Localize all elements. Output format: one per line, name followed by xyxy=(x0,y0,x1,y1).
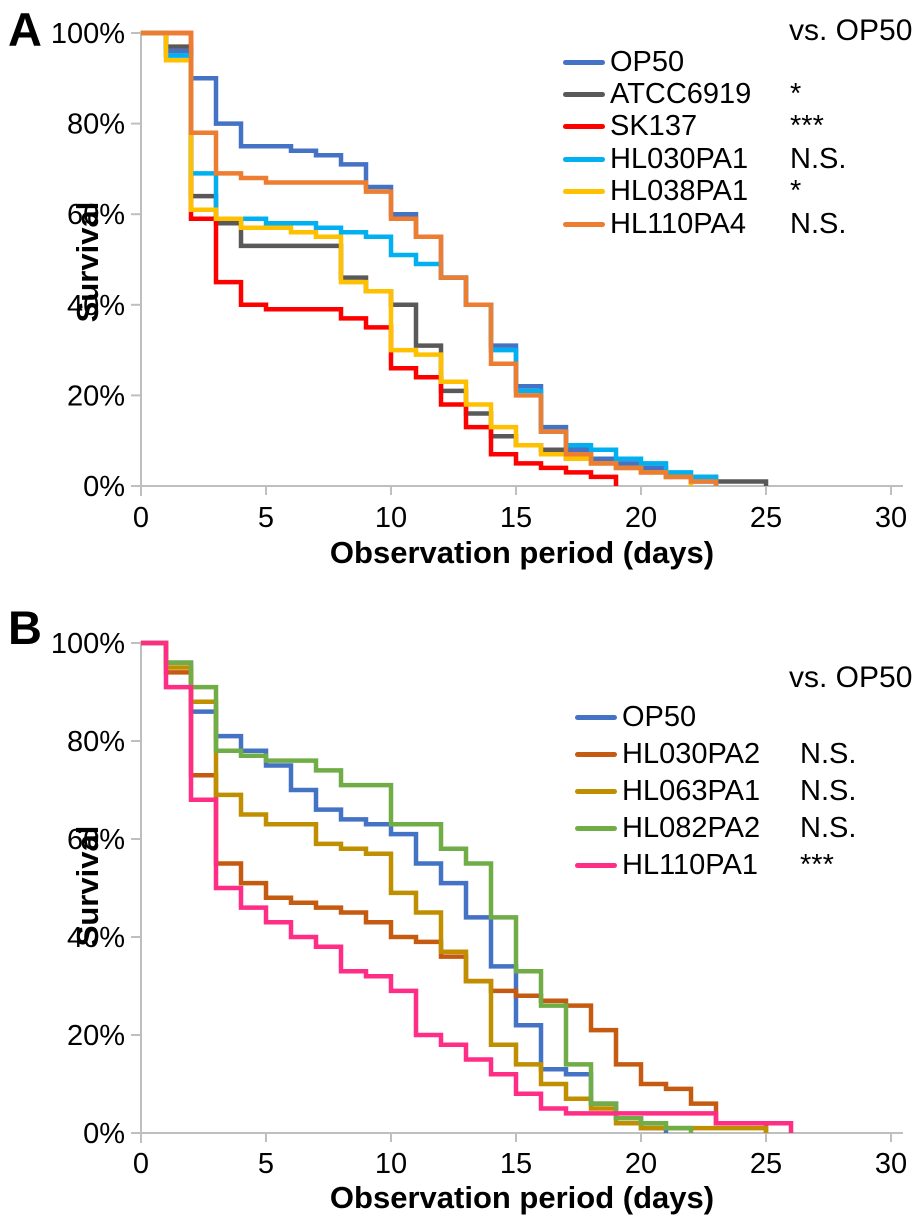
x-tick-label: 25 xyxy=(750,1148,782,1180)
y-tick-label: 0% xyxy=(83,471,125,503)
legend-item: HL030PA1 xyxy=(563,142,749,175)
x-tick-label: 0 xyxy=(133,1148,149,1180)
y-tick-label: 0% xyxy=(83,1118,125,1150)
panel-a-x-axis-title: Observation period (days) xyxy=(329,535,715,570)
x-tick-label: 20 xyxy=(625,502,657,534)
legend-label: OP50 xyxy=(622,700,697,733)
legend-line-swatch xyxy=(563,221,605,227)
panel-b-x-axis-title: Observation period (days) xyxy=(329,1180,715,1215)
significance-label: N.S. xyxy=(790,207,847,240)
y-tick-label: 60% xyxy=(67,199,125,231)
legend-line-swatch xyxy=(563,189,605,195)
curve-HL030PA2 xyxy=(141,640,769,1133)
x-tick-label: 0 xyxy=(133,502,149,534)
y-tick-label: 60% xyxy=(67,824,125,856)
legend-item: OP50 xyxy=(575,700,697,733)
significance-label: *** xyxy=(800,849,834,882)
x-tick-label: 15 xyxy=(500,1148,532,1180)
legend-item: HL038PA1 xyxy=(563,175,749,208)
y-tick-label: 40% xyxy=(67,290,125,322)
legend-item: OP50 xyxy=(563,45,685,78)
legend-item: HL110PA1 xyxy=(575,849,758,882)
significance-label: N.S. xyxy=(800,737,857,770)
panel-b-letter: B xyxy=(8,601,42,654)
legend-line-swatch xyxy=(575,863,617,869)
curve-SK137 xyxy=(141,30,619,486)
curve-HL110PA1 xyxy=(141,640,794,1133)
legend-item: HL030PA2 xyxy=(575,737,761,770)
panel-b-y-axis-title: Survival xyxy=(70,825,105,947)
y-tick-label: 40% xyxy=(67,922,125,954)
panel-a-letter: A xyxy=(8,3,42,56)
legend-line-swatch xyxy=(563,124,605,130)
legend-line-swatch xyxy=(563,91,605,97)
legend-label: HL110PA1 xyxy=(622,849,758,882)
legend-line-swatch xyxy=(575,714,617,720)
significance-label: N.S. xyxy=(800,774,857,807)
legend-label: HL063PA1 xyxy=(622,774,761,807)
y-tick-label: 100% xyxy=(51,18,125,50)
x-tick-label: 5 xyxy=(258,1148,274,1180)
x-tick-label: 25 xyxy=(750,502,782,534)
x-tick-label: 20 xyxy=(625,1148,657,1180)
legend-line-swatch xyxy=(575,751,617,757)
legend-line-swatch xyxy=(563,156,605,162)
legend-item: HL082PA2 xyxy=(575,812,761,845)
legend-item: HL110PA4 xyxy=(563,207,746,240)
legend-line-swatch xyxy=(563,59,605,65)
legend-label: ATCC6919 xyxy=(610,77,752,110)
legend-label: HL038PA1 xyxy=(610,175,749,208)
legend-label: HL030PA2 xyxy=(622,737,761,770)
legend-item: ATCC6919 xyxy=(563,77,752,110)
panel-a-y-axis-title: Survival xyxy=(70,201,105,323)
y-tick-label: 80% xyxy=(67,109,125,141)
legend-label: HL030PA1 xyxy=(610,142,749,175)
legend-item: HL063PA1 xyxy=(575,774,761,807)
significance-label: * xyxy=(790,175,802,208)
x-tick-label: 5 xyxy=(258,502,274,534)
y-tick-label: 80% xyxy=(67,726,125,758)
legend-label: HL110PA4 xyxy=(610,207,746,240)
legend-line-swatch xyxy=(575,826,617,832)
x-tick-label: 15 xyxy=(500,502,532,534)
legend-line-swatch xyxy=(575,788,617,794)
legend-label: HL082PA2 xyxy=(622,812,761,845)
x-tick-label: 10 xyxy=(375,502,407,534)
x-tick-label: 10 xyxy=(375,1148,407,1180)
legend-item: SK137 xyxy=(563,110,698,143)
significance-label: * xyxy=(790,77,802,110)
y-tick-label: 20% xyxy=(67,380,125,412)
y-tick-label: 100% xyxy=(51,628,125,660)
panel-b-significance-header: vs. OP50 xyxy=(789,661,912,694)
legend-label: OP50 xyxy=(610,45,685,78)
significance-label: *** xyxy=(790,110,824,143)
x-tick-label: 30 xyxy=(875,502,907,534)
y-tick-label: 20% xyxy=(67,1020,125,1052)
legend-label: SK137 xyxy=(610,110,698,143)
panel-a-significance-header: vs. OP50 xyxy=(789,14,912,47)
significance-label: N.S. xyxy=(800,812,857,845)
significance-label: N.S. xyxy=(790,142,847,175)
x-tick-label: 30 xyxy=(875,1148,907,1180)
curve-HL110PA4 xyxy=(141,30,719,486)
